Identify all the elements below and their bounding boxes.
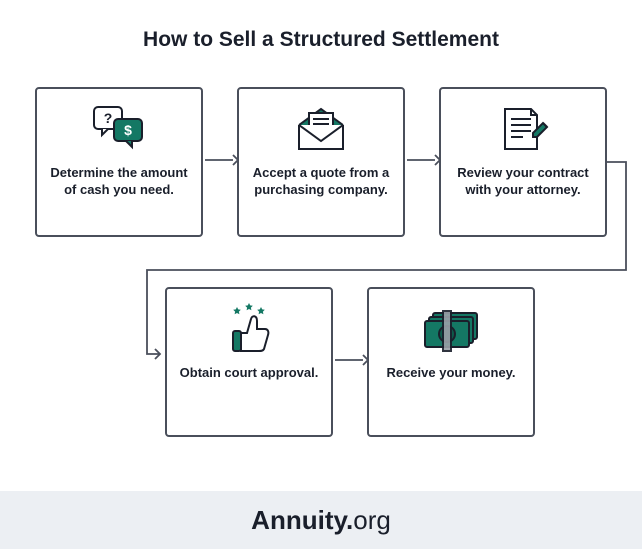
arrow-1-2 — [205, 153, 239, 167]
footer-brand-bold: Annuity. — [251, 505, 353, 535]
cash-icon — [419, 301, 483, 357]
step-label-4: Obtain court approval. — [180, 365, 319, 382]
step-box-1: ? $ Determine the amount of cash you nee… — [35, 87, 203, 237]
svg-text:$: $ — [124, 122, 132, 138]
arrow-4-5 — [335, 353, 369, 367]
step-box-3: Review your contract with your attorney. — [439, 87, 607, 237]
page-title: How to Sell a Structured Settlement — [0, 0, 642, 72]
step-box-2: Accept a quote from a purchasing company… — [237, 87, 405, 237]
envelope-icon — [291, 101, 351, 157]
step-label-5: Receive your money. — [386, 365, 515, 382]
footer-brand-light: org — [353, 505, 391, 535]
step-label-2: Accept a quote from a purchasing company… — [247, 165, 395, 199]
step-box-4: Obtain court approval. — [165, 287, 333, 437]
step-box-5: Receive your money. — [367, 287, 535, 437]
step-label-1: Determine the amount of cash you need. — [45, 165, 193, 199]
footer-bar: Annuity.org — [0, 491, 642, 549]
thumbs-up-stars-icon — [219, 301, 279, 357]
arrow-2-3 — [407, 153, 441, 167]
flow-canvas: ? $ Determine the amount of cash you nee… — [0, 72, 642, 482]
contract-icon — [493, 101, 553, 157]
step-label-3: Review your contract with your attorney. — [449, 165, 597, 199]
chat-money-icon: ? $ — [88, 101, 150, 157]
svg-text:?: ? — [104, 110, 113, 126]
footer-brand: Annuity.org — [251, 505, 391, 536]
